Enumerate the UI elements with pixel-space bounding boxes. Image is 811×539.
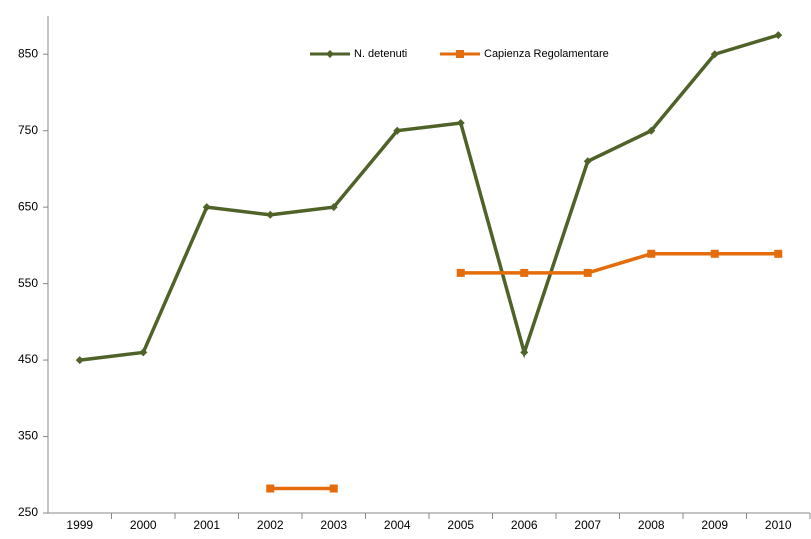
data-point: [329, 203, 338, 212]
data-point: [75, 356, 84, 365]
y-tick-label: 250: [18, 505, 38, 519]
series-line: [79, 33, 779, 362]
data-point: [266, 484, 275, 493]
data-point: [710, 50, 719, 59]
data-point: [710, 249, 719, 258]
series-line: [270, 252, 779, 491]
x-tick-label: 2005: [447, 518, 474, 532]
data-point: [520, 268, 529, 277]
legend-label: N. detenuti: [354, 48, 407, 60]
x-tick-label: 2002: [257, 518, 284, 532]
data-point: [774, 249, 783, 258]
data-point: [139, 348, 148, 357]
y-tick-label: 450: [18, 352, 38, 366]
y-tick-label: 750: [18, 123, 38, 137]
y-tick-label: 650: [18, 199, 38, 213]
x-tick-label: 1999: [66, 518, 93, 532]
data-point: [647, 249, 656, 258]
legend-marker: [456, 50, 464, 58]
data-point: [202, 203, 211, 212]
data-point: [456, 268, 465, 277]
y-tick-label: 550: [18, 276, 38, 290]
data-point: [329, 484, 338, 493]
data-point: [456, 119, 465, 128]
x-tick-label: 2009: [701, 518, 728, 532]
y-tick-label: 350: [18, 429, 38, 443]
data-point: [583, 268, 592, 277]
x-tick-label: 2008: [638, 518, 665, 532]
x-tick-label: 2000: [130, 518, 157, 532]
y-tick-label: 850: [18, 46, 38, 60]
data-point: [266, 210, 275, 219]
legend-label: Capienza Regolamentare: [484, 48, 609, 60]
data-point: [583, 157, 592, 166]
x-tick-label: 2007: [574, 518, 601, 532]
data-point: [774, 31, 783, 40]
x-tick-label: 2003: [320, 518, 347, 532]
data-point: [520, 348, 529, 357]
x-tick-label: 2010: [765, 518, 792, 532]
x-tick-label: 2001: [193, 518, 220, 532]
legend-marker: [326, 50, 334, 58]
x-tick-label: 2004: [384, 518, 411, 532]
data-point: [393, 126, 402, 135]
data-point: [647, 126, 656, 135]
x-tick-label: 2006: [511, 518, 538, 532]
